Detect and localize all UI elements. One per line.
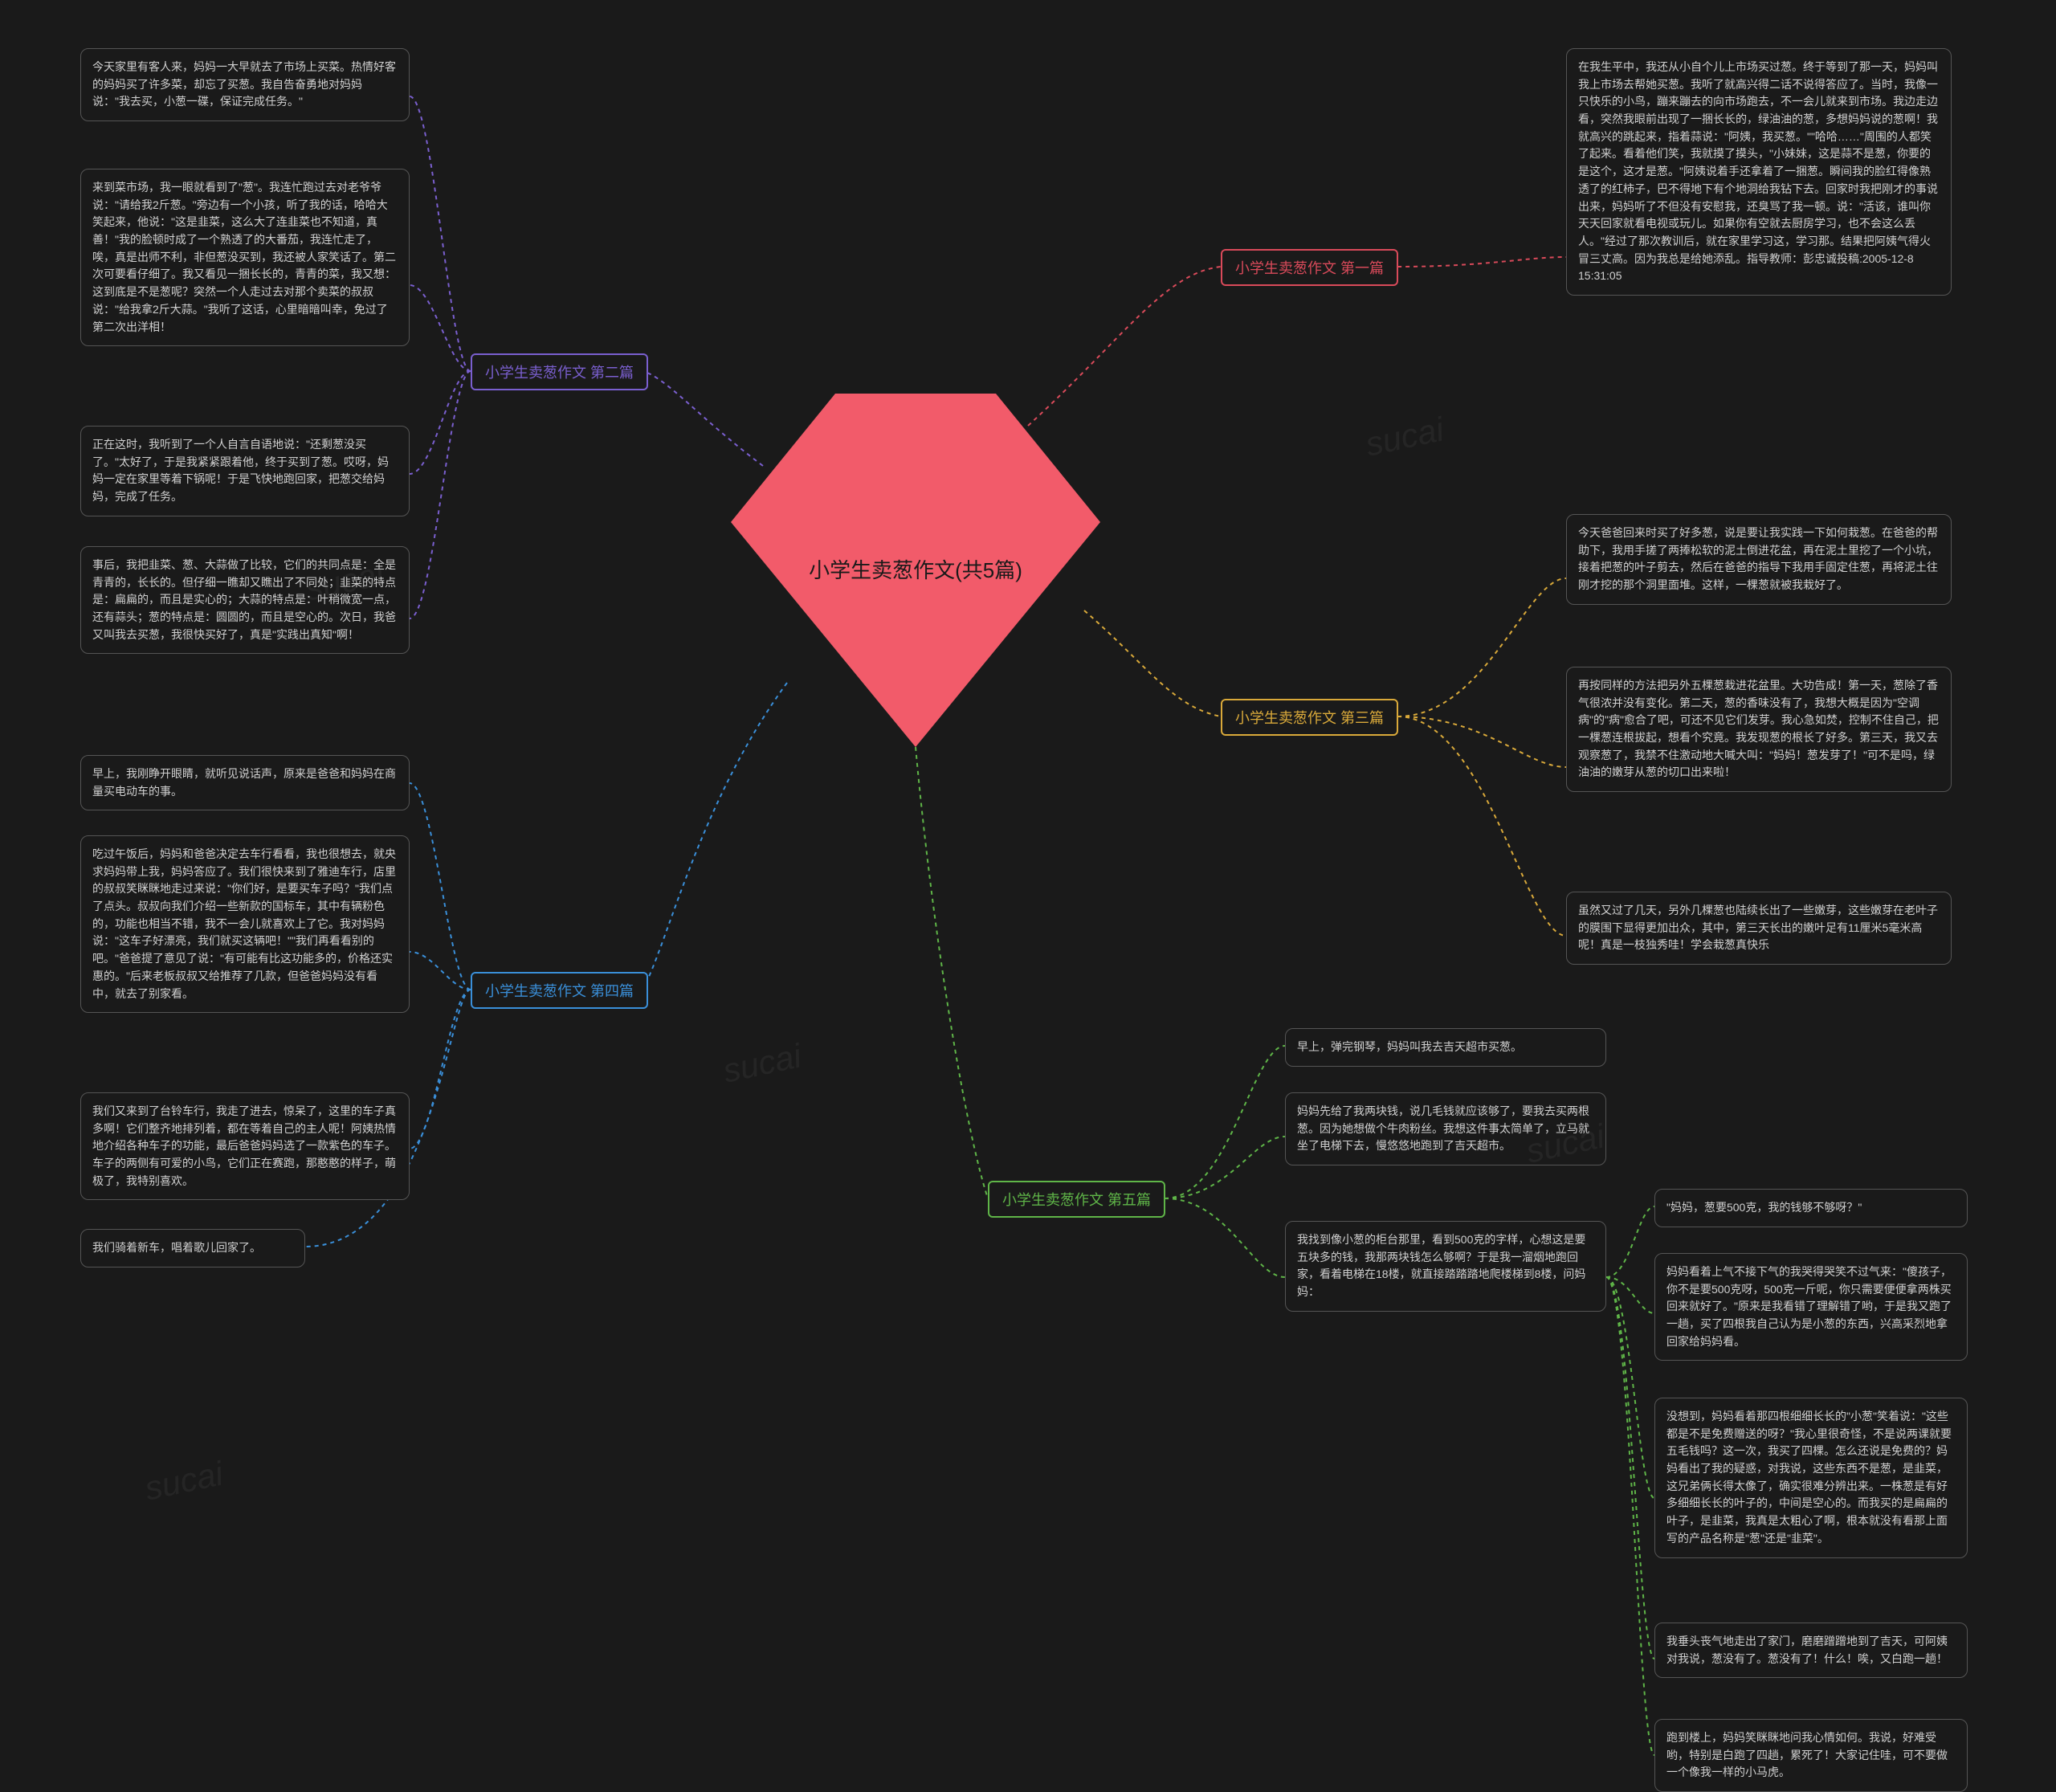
- leaf-node: 妈妈看着上气不接下气的我哭得哭笑不过气来："傻孩子，你不是要500克呀，500克…: [1654, 1253, 1968, 1361]
- leaf-node: 早上，弹完钢琴，妈妈叫我去吉天超市买葱。: [1285, 1028, 1606, 1067]
- leaf-node: 跑到楼上，妈妈笑眯眯地问我心情如何。我说，好难受哟，特别是白跑了四趟，累死了！大…: [1654, 1719, 1968, 1792]
- branch-label-2: 小学生卖葱作文 第二篇: [471, 353, 648, 390]
- branch-label-3: 小学生卖葱作文 第三篇: [1221, 699, 1398, 736]
- watermark: sucai: [141, 1454, 226, 1508]
- branch-label-1: 小学生卖葱作文 第一篇: [1221, 249, 1398, 286]
- center-title: 小学生卖葱作文(共5篇): [731, 554, 1100, 584]
- leaf-node: 今天爸爸回来时买了好多葱，说是要让我实践一下如何栽葱。在爸爸的帮助下，我用手搓了…: [1566, 514, 1952, 605]
- watermark: sucai: [720, 1036, 805, 1090]
- center-node: 小学生卖葱作文(共5篇): [731, 394, 1100, 747]
- leaf-node: 妈妈先给了我两块钱，说几毛钱就应该够了，要我去买两根葱。因为她想做个牛肉粉丝。我…: [1285, 1092, 1606, 1165]
- branch-label-5: 小学生卖葱作文 第五篇: [988, 1181, 1165, 1218]
- leaf-node: "妈妈，葱要500克，我的钱够不够呀？": [1654, 1189, 1968, 1227]
- leaf-node: 事后，我把韭菜、葱、大蒜做了比较，它们的共同点是：全是青青的，长长的。但仔细一瞧…: [80, 546, 410, 654]
- leaf-node: 我垂头丧气地走出了家门，磨磨蹭蹭地到了吉天，可阿姨对我说，葱没有了。葱没有了！什…: [1654, 1623, 1968, 1678]
- leaf-node: 虽然又过了几天，另外几棵葱也陆续长出了一些嫩芽，这些嫩芽在老叶子的膜围下显得更加…: [1566, 892, 1952, 965]
- leaf-node: 今天家里有客人来，妈妈一大早就去了市场上买菜。热情好客的妈妈买了许多菜，却忘了买…: [80, 48, 410, 121]
- mindmap-canvas: 小学生卖葱作文(共5篇) 小学生卖葱作文 第一篇小学生卖葱作文 第二篇小学生卖葱…: [0, 0, 2056, 1771]
- leaf-node: 早上，我刚睁开眼睛，就听见说话声，原来是爸爸和妈妈在商量买电动车的事。: [80, 755, 410, 810]
- leaf-node: 再按同样的方法把另外五棵葱栽进花盆里。大功告成！第一天，葱除了香气很浓并没有变化…: [1566, 667, 1952, 792]
- leaf-node: 来到菜市场，我一眼就看到了"葱"。我连忙跑过去对老爷爷说："请给我2斤葱。"旁边…: [80, 169, 410, 346]
- leaf-node: 吃过午饭后，妈妈和爸爸决定去车行看看，我也很想去，就央求妈妈带上我，妈妈答应了。…: [80, 835, 410, 1013]
- watermark: sucai: [1362, 410, 1447, 463]
- branch-label-4: 小学生卖葱作文 第四篇: [471, 972, 648, 1009]
- leaf-node: 正在这时，我听到了一个人自言自语地说："还剩葱没买了。"太好了，于是我紧紧跟着他…: [80, 426, 410, 516]
- leaf-node: 我们骑着新车，唱着歌儿回家了。: [80, 1229, 305, 1267]
- leaf-node: 在我生平中，我还从小自个儿上市场买过葱。终于等到了那一天，妈妈叫我上市场去帮她买…: [1566, 48, 1952, 296]
- leaf-node: 我们又来到了台铃车行，我走了进去，惊呆了，这里的车子真多啊！它们整齐地排列着，都…: [80, 1092, 410, 1200]
- leaf-node: 我找到像小葱的柜台那里，看到500克的字样，心想这是要五块多的钱，我那两块钱怎么…: [1285, 1221, 1606, 1312]
- leaf-node: 没想到，妈妈看着那四根细细长长的"小葱"笑着说："这些都是不是免费赠送的呀？"我…: [1654, 1398, 1968, 1558]
